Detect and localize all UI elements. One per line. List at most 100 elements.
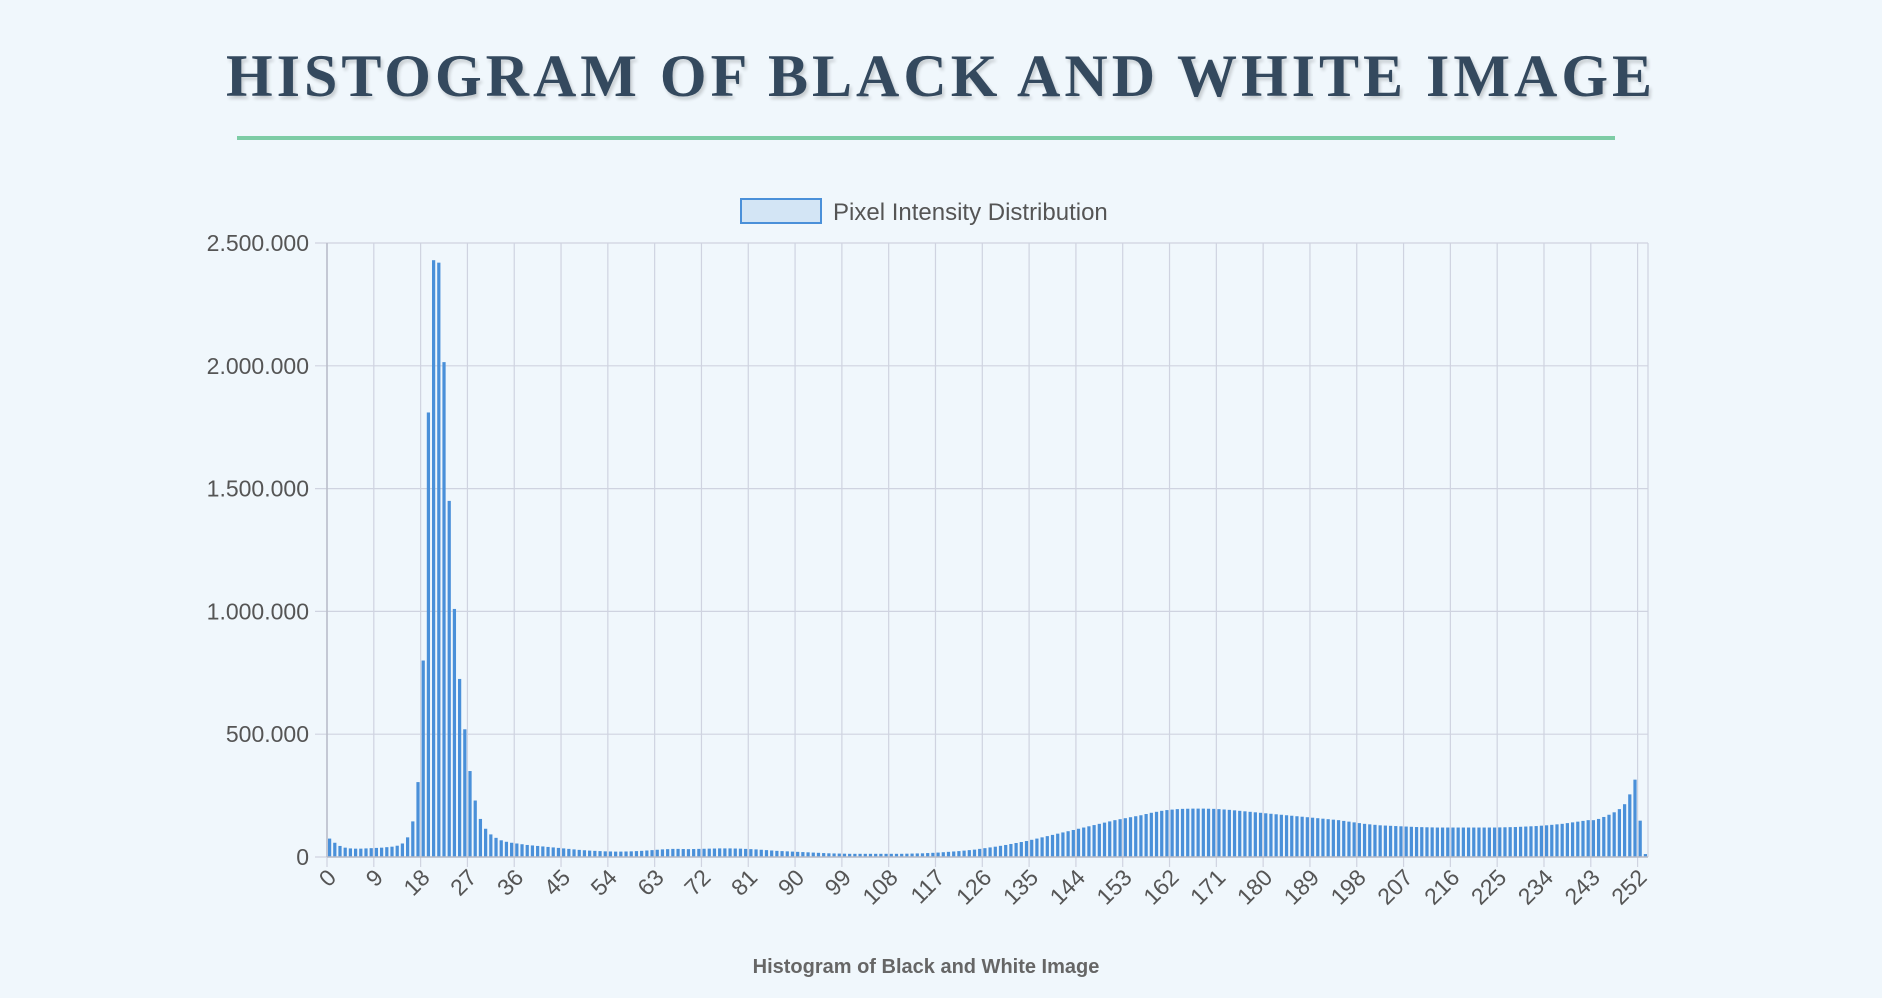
histogram-bar [666, 849, 670, 857]
histogram-bar [1461, 827, 1465, 857]
histogram-bar [1347, 821, 1351, 857]
histogram-bar [405, 837, 410, 857]
histogram-bar [1560, 823, 1564, 857]
histogram-bar [1128, 817, 1133, 857]
histogram-bar [629, 851, 633, 857]
legend[interactable]: Pixel Intensity Distribution [740, 198, 1108, 226]
histogram-bar [1175, 809, 1179, 857]
histogram-bar [1482, 827, 1486, 857]
histogram-bar [447, 500, 451, 857]
histogram-bar [489, 834, 493, 857]
y-tick-label: 1.000.000 [207, 598, 309, 624]
histogram-bar [707, 848, 711, 857]
histogram-bar [556, 847, 561, 857]
histogram-bar [478, 818, 483, 857]
histogram-bar [588, 850, 592, 857]
histogram-bar [608, 851, 613, 857]
histogram-bar [681, 849, 685, 857]
histogram-bar [671, 848, 675, 857]
x-tick-label: 81 [726, 864, 762, 900]
x-tick-label: 216 [1419, 864, 1465, 910]
histogram-bar [1144, 814, 1148, 857]
histogram-bar [1456, 827, 1460, 857]
y-tick-label: 500.000 [226, 721, 309, 747]
histogram-bar [1487, 827, 1491, 857]
histogram-bar [868, 853, 873, 857]
histogram-bar [541, 846, 545, 857]
histogram-bar [1420, 827, 1424, 857]
histogram-bar [421, 660, 425, 857]
histogram-bar [1305, 817, 1309, 857]
histogram-bar [525, 844, 529, 857]
grid [315, 242, 1649, 867]
x-tick-label: 207 [1372, 864, 1418, 910]
histogram-bar [582, 850, 587, 857]
histogram-bar [1336, 820, 1341, 857]
histogram-bar [822, 853, 826, 857]
histogram-bar [437, 262, 441, 857]
histogram-bar [1258, 812, 1263, 857]
histogram-bar [515, 843, 519, 857]
histogram-bar [790, 851, 795, 857]
histogram-bar [1050, 834, 1055, 857]
histogram-bar [1165, 810, 1169, 857]
histogram-bar [832, 853, 836, 857]
histogram-bar [1440, 827, 1445, 857]
histogram-bar [1284, 815, 1289, 857]
histogram-bar [1071, 829, 1075, 857]
histogram-bar [655, 849, 659, 857]
histogram-bar [733, 848, 737, 857]
histogram-bar [463, 729, 467, 857]
histogram-bar [660, 849, 665, 857]
histogram-bar [1368, 824, 1372, 857]
histogram-bar [598, 851, 602, 857]
histogram-bar [946, 851, 951, 857]
histogram-bar [1394, 826, 1398, 857]
histogram-bar [1586, 820, 1590, 857]
histogram-bar [1581, 820, 1585, 857]
histogram-bar [692, 849, 696, 857]
histogram-bar [343, 847, 347, 857]
histogram-bar [1212, 808, 1216, 857]
histogram-bar [614, 851, 618, 857]
histogram-bar [770, 850, 774, 857]
histogram-bar [1253, 812, 1257, 857]
histogram-bar [796, 851, 800, 857]
histogram-bar [1362, 823, 1367, 857]
histogram-bar [411, 821, 415, 857]
histogram-bar [1472, 827, 1476, 857]
histogram-bar [1160, 810, 1164, 857]
histogram-bar [1321, 818, 1325, 857]
histogram-bar [1170, 809, 1174, 857]
histogram-bar [1378, 825, 1382, 857]
histogram-bar [395, 845, 399, 857]
histogram-bar [1628, 794, 1632, 857]
histogram-bar [390, 846, 394, 857]
histogram-bar [988, 847, 992, 857]
histogram-bar [1113, 820, 1117, 857]
histogram-bar [1206, 808, 1211, 857]
histogram-bar [905, 853, 909, 857]
x-tick-label: 171 [1185, 864, 1231, 910]
histogram-bar [1154, 811, 1159, 857]
histogram-bar [785, 851, 789, 857]
histogram-bar [1274, 814, 1278, 857]
histogram-bar [385, 847, 389, 857]
histogram-bar [1045, 836, 1049, 857]
histogram-bar [416, 782, 420, 857]
histogram-bar [1607, 814, 1611, 857]
histogram-bar [1342, 820, 1346, 857]
histogram-bar [920, 853, 925, 857]
histogram-bar [827, 853, 831, 857]
histogram-bar [686, 849, 691, 857]
histogram-bar [1576, 821, 1580, 857]
histogram-bar [1352, 822, 1356, 857]
histogram-bar [369, 848, 373, 857]
histogram-bar [1264, 813, 1268, 857]
histogram-bar [1300, 816, 1304, 857]
histogram-bar [400, 843, 405, 857]
histogram-bar [432, 260, 436, 857]
histogram-bar [874, 853, 878, 857]
histogram-bar [894, 853, 899, 857]
histogram-bar [712, 848, 717, 857]
